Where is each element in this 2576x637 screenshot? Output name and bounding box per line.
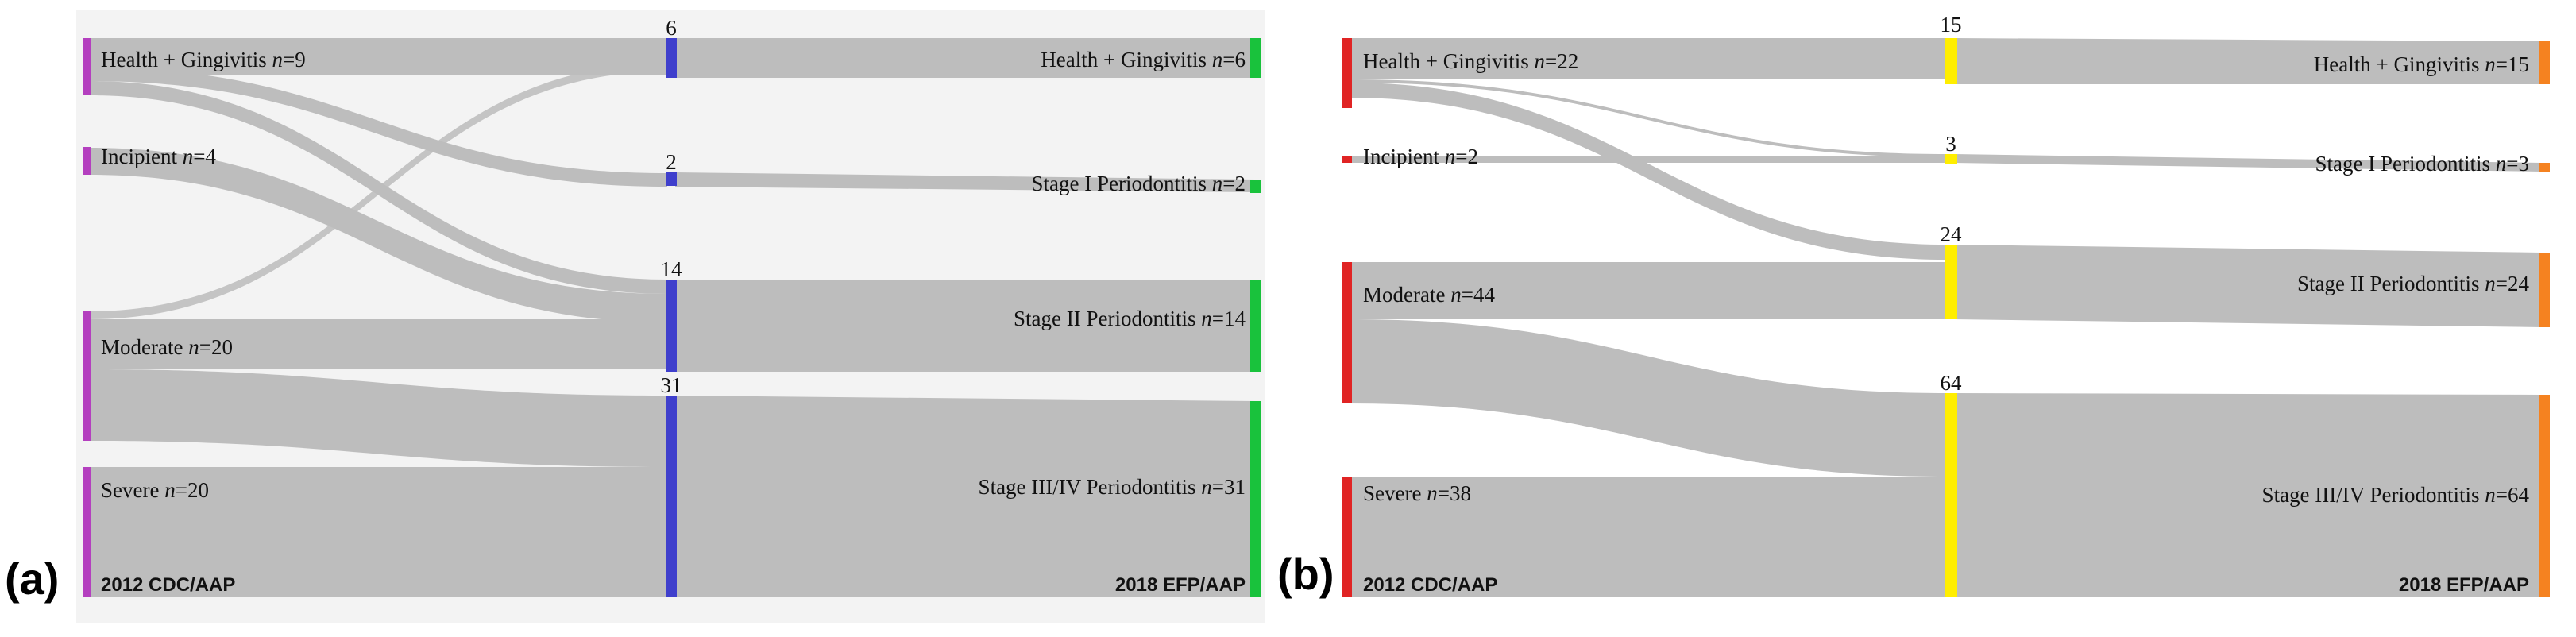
title-b-left: 2012 CDC/AAP [1363,574,1497,596]
link-mid-stage2-to-right-stage2 [675,280,1255,372]
link-b-mid-health-to-right-health [1954,38,2542,84]
count-a-mid-stage1: 2 [666,150,677,174]
node-a-mid-health [666,38,677,78]
label-b-left-health: Health + Gingivitis n=22 [1363,49,1578,73]
node-b-left-incipient [1342,156,1352,163]
label-a-left-moderate: Moderate n=20 [101,335,233,359]
count-a-mid-stage2: 14 [661,257,683,281]
link-severe-to-stage34 [89,467,667,597]
node-a-right-stage1 [1250,180,1261,193]
node-b-left-severe [1342,477,1352,597]
panel-b-links [1349,38,2542,597]
node-a-right-health [1250,38,1261,78]
node-b-right-health [2539,41,2550,84]
count-a-mid-stage34: 31 [661,373,682,397]
link-b-mid-stage2-to-right-stage2 [1954,245,2542,327]
node-b-mid-stage34 [1945,393,1957,597]
node-b-right-stage34 [2539,395,2550,597]
link-b-health-to-stage1 [1349,79,1946,157]
node-a-mid-stage1 [666,172,677,186]
node-a-left-severe [83,467,91,597]
node-a-mid-stage34 [666,396,677,597]
link-incipient-to-stage2 [89,148,667,322]
link-mid-health-to-right-health [675,38,1255,78]
label-b-left-incipient: Incipient n=2 [1363,145,1478,168]
link-b-severe-to-stage34 [1349,477,1946,597]
link-b-mid-stage1-to-right-stage1 [1954,154,2542,172]
node-a-mid-stage2 [666,280,677,372]
count-b-mid-stage34: 64 [1941,371,1963,395]
node-a-left-incipient [83,147,91,175]
node-b-mid-health [1945,38,1957,84]
label-b-left-moderate: Moderate n=44 [1363,283,1495,307]
title-a-left: 2012 CDC/AAP [101,574,235,596]
label-a-right-stage34: Stage III/IV Periodontitis n=31 [979,475,1246,499]
label-a-left-incipient: Incipient n=4 [101,145,216,168]
title-b-right: 2018 EFP/AAP [2399,574,2529,596]
title-a-right: 2018 EFP/AAP [1115,574,1246,596]
link-moderate-to-stage34 [89,369,667,467]
link-b-moderate-to-stage2 [1349,262,1946,319]
link-health-to-health [89,38,667,75]
count-b-mid-stage1: 3 [1945,132,1956,156]
link-b-health-to-health [1349,38,1946,79]
label-b-right-health: Health + Gingivitis n=15 [2314,52,2529,76]
label-a-right-stage2: Stage II Periodontitis n=14 [1014,307,1246,330]
panel-a-links [89,38,1255,597]
node-a-left-moderate [83,311,91,441]
node-b-left-moderate [1342,262,1352,403]
label-b-right-stage2: Stage II Periodontitis n=24 [2297,272,2529,295]
label-a-right-health: Health + Gingivitis n=6 [1041,48,1246,71]
label-b-right-stage34: Stage III/IV Periodontitis n=64 [2262,483,2530,507]
link-b-incipient-to-stage1 [1349,156,1946,163]
node-b-mid-stage2 [1945,245,1957,319]
link-health-to-stage2 [89,81,667,294]
label-b-right-stage1: Stage I Periodontitis n=3 [2315,152,2529,176]
count-b-mid-health: 15 [1941,13,1962,37]
node-b-right-stage1 [2539,163,2550,172]
count-a-mid-health: 6 [666,16,677,40]
node-a-right-stage2 [1250,280,1261,372]
label-a-left-health: Health + Gingivitis n=9 [101,48,306,71]
node-b-right-stage2 [2539,253,2550,327]
panel-a: Health + Gingivitis n=9 Incipient n=4 Mo… [5,10,1265,623]
link-b-health-to-stage2 [1349,83,1946,260]
link-b-moderate-to-stage34 [1349,319,1946,477]
label-a-left-severe: Severe n=20 [101,478,209,502]
link-health-to-stage1 [89,68,667,187]
label-a-right-stage1: Stage I Periodontitis n=2 [1032,172,1246,195]
node-a-left-health [83,38,91,95]
link-mid-stage1-to-right-stage1 [675,172,1255,192]
panel-b: Health + Gingivitis n=22 Incipient n=2 M… [1277,13,2550,599]
panel-tag-b: (b) [1277,549,1334,599]
link-mid-stage34-to-right-stage34 [675,396,1255,597]
link-moderate-to-stage2 [89,319,667,369]
node-a-right-stage34 [1250,401,1261,597]
node-b-mid-stage1 [1945,154,1957,164]
label-b-left-severe: Severe n=38 [1363,481,1471,505]
panel-tag-a: (a) [5,554,59,604]
count-b-mid-stage2: 24 [1941,222,1963,246]
link-b-mid-stage34-to-right-stage34 [1954,393,2542,597]
node-b-left-health [1342,38,1352,108]
